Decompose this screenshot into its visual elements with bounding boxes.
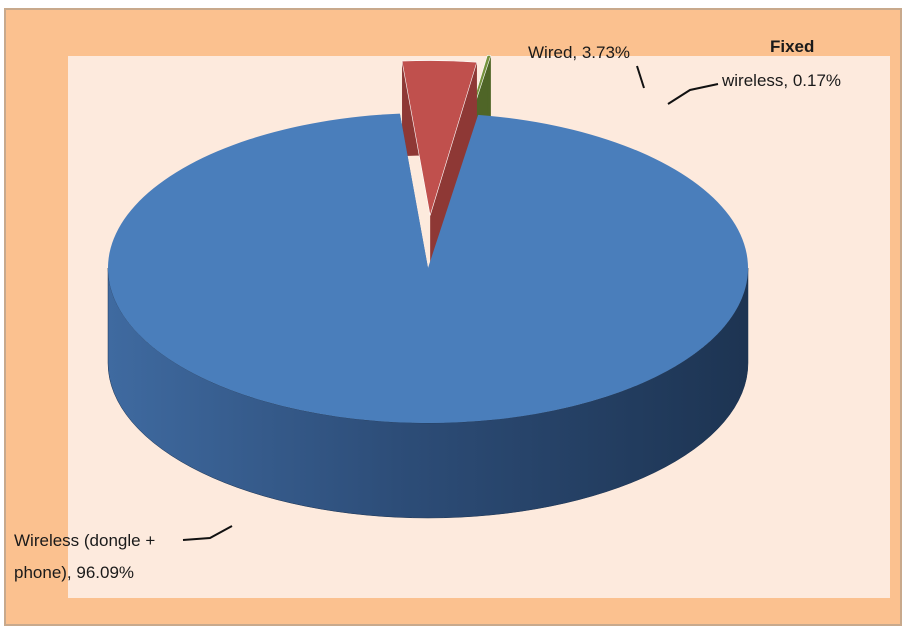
data-label-0-line-0: Wireless (dongle +	[14, 531, 155, 550]
data-label-2-line-1: wireless, 0.17%	[721, 71, 841, 90]
leader-line-1	[636, 65, 645, 89]
leader-line-0	[182, 525, 233, 541]
leader-line-2	[667, 83, 719, 105]
pie-slices	[107, 55, 749, 519]
data-label-2-line-0: Fixed	[770, 37, 814, 56]
data-label-0-line-1: phone), 96.09%	[14, 563, 134, 582]
slice-wireless	[108, 113, 748, 424]
data-label-1-line-0: Wired, 3.73%	[528, 43, 630, 62]
data-labels: Wireless (dongle + phone), 96.09% Wired, 3…	[14, 37, 841, 582]
slice-wired	[401, 60, 478, 216]
